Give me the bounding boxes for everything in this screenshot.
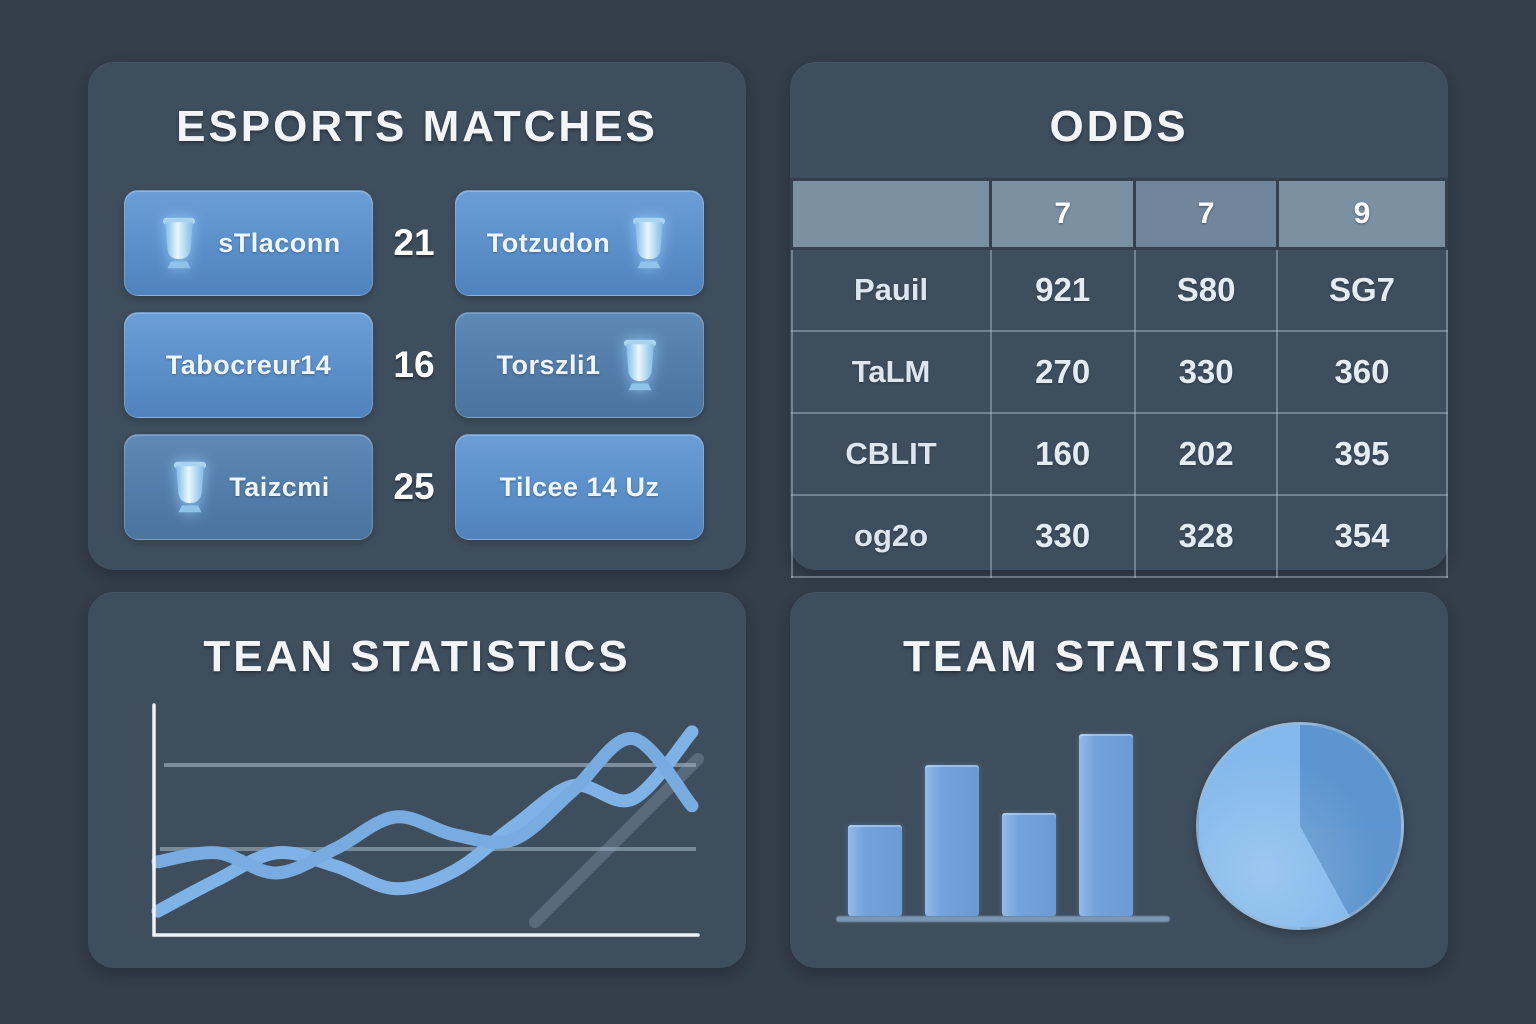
odds-value-cell[interactable]: 202 <box>1133 412 1279 496</box>
odds-header-cell-3: 9 <box>1275 178 1449 250</box>
team-name-cell: og2o <box>790 494 992 578</box>
trophy-icon <box>633 217 666 269</box>
team-button-away[interactable]: Torszli1 <box>455 312 704 418</box>
match-row: Tabocreur14 16 Torszli1 <box>124 312 704 418</box>
odds-value-cell[interactable]: 330 <box>1133 330 1279 414</box>
odds-row: Pauil 921 S80 SG7 <box>790 247 1448 332</box>
line-stats-title: TEAN STATISTICS <box>203 632 631 681</box>
team-name: Taizcmi <box>229 471 330 502</box>
odds-value-cell[interactable]: 921 <box>989 247 1136 332</box>
team-name: sTlaconn <box>218 227 341 258</box>
matches-title: ESPORTS MATCHES <box>176 102 658 151</box>
panel-team-stats-bars: TEAM STATISTICS <box>790 592 1448 968</box>
odds-table: 7 7 9 Pauil 921 S80 SG7 TaLM 270 330 360 <box>789 178 1449 578</box>
match-score: 25 <box>393 466 435 507</box>
odds-row: og2o 330 328 354 <box>790 494 1448 578</box>
pie-highlight <box>1199 725 1401 927</box>
bar-stats-title: TEAM STATISTICS <box>902 632 1336 681</box>
odds-value-cell[interactable]: 330 <box>989 494 1136 578</box>
odds-row: CBLIT 160 202 395 <box>790 412 1448 496</box>
odds-header-cell-1: 7 <box>989 178 1137 250</box>
matches-grid: sTlaconn 21 Totzudon Tabocreur14 16 <box>124 190 704 556</box>
trophy-icon <box>174 461 207 513</box>
odds-value-cell[interactable]: 360 <box>1276 330 1448 414</box>
team-name: Totzudon <box>486 227 611 258</box>
line-chart <box>151 703 704 937</box>
odds-header-row: 7 7 9 <box>789 178 1449 250</box>
odds-title: ODDS <box>1049 102 1189 151</box>
odds-value-cell[interactable]: 395 <box>1276 412 1448 496</box>
match-row: Taizcmi 25 Tilcee 14 Uz <box>124 434 704 540</box>
match-score: 21 <box>393 222 435 263</box>
team-button-home[interactable]: Tabocreur14 <box>124 312 373 418</box>
team-button-away[interactable]: Tilcee 14 Uz <box>455 434 704 540</box>
team-name-cell: Pauil <box>790 247 992 332</box>
team-name: Tabocreur14 <box>165 349 332 380</box>
odds-value-cell[interactable]: 328 <box>1133 494 1279 578</box>
trophy-icon <box>623 339 656 391</box>
bar-chart <box>848 704 1148 916</box>
team-name-cell: CBLIT <box>790 412 992 496</box>
team-name: Torszli1 <box>496 349 601 380</box>
bar <box>925 765 979 916</box>
odds-header-cell-team <box>789 178 993 250</box>
trend-lines <box>151 725 699 918</box>
bar <box>1079 734 1133 916</box>
team-button-home[interactable]: Taizcmi <box>124 434 373 540</box>
trend-line <box>151 732 699 880</box>
odds-header-cell-2: 7 <box>1133 178 1279 250</box>
odds-value-cell[interactable]: SG7 <box>1276 247 1448 332</box>
odds-value-cell[interactable]: 354 <box>1276 494 1448 578</box>
pie-chart <box>1196 722 1404 930</box>
bar <box>1002 813 1056 916</box>
team-name: Tilcee 14 Uz <box>499 471 660 502</box>
odds-row: TaLM 270 330 360 <box>790 330 1448 414</box>
match-row: sTlaconn 21 Totzudon <box>124 190 704 296</box>
panel-team-stats-line: TEAN STATISTICS <box>88 592 746 968</box>
odds-value-cell[interactable]: 270 <box>989 330 1136 414</box>
trophy-icon <box>163 217 196 269</box>
team-button-home[interactable]: sTlaconn <box>124 190 373 296</box>
chart-axis <box>152 703 700 937</box>
panel-odds: ODDS 7 7 9 Pauil 921 S80 SG7 <box>789 62 1449 578</box>
match-score: 16 <box>393 344 435 385</box>
team-name-cell: TaLM <box>790 330 992 414</box>
bar-chart-baseline <box>836 916 1170 922</box>
panel-esports-matches: ESPORTS MATCHES sTlaconn 21 Totzudon <box>88 62 746 570</box>
odds-value-cell[interactable]: S80 <box>1133 247 1279 332</box>
bar <box>848 825 902 916</box>
odds-value-cell[interactable]: 160 <box>989 412 1136 496</box>
team-button-away[interactable]: Totzudon <box>455 190 704 296</box>
